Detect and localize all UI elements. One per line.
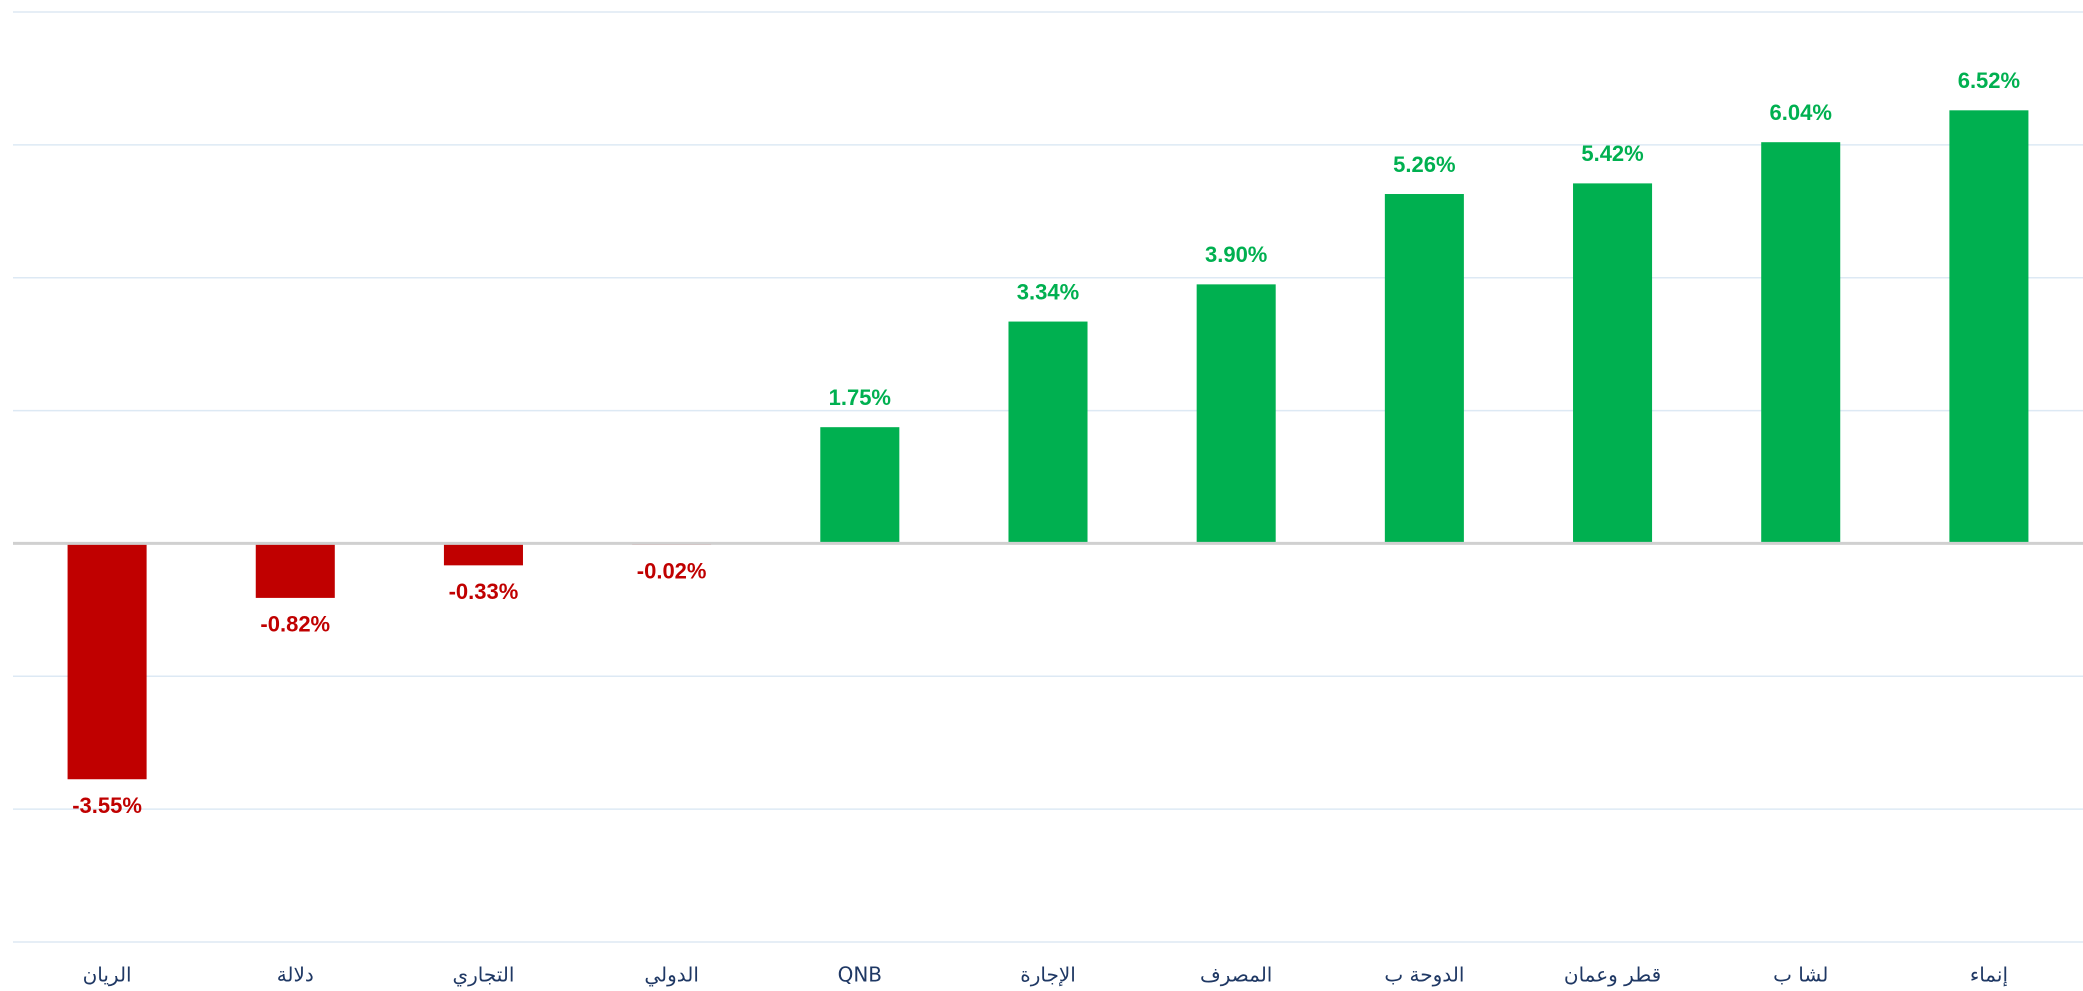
data-label: 5.42% xyxy=(1581,141,1643,166)
x-tick-label: لشا ب xyxy=(1773,963,1828,987)
data-label: 5.26% xyxy=(1393,152,1455,177)
bar xyxy=(820,427,900,544)
data-label: -3.55% xyxy=(72,793,142,818)
x-tick-label: الدولي xyxy=(644,963,699,988)
bar xyxy=(1949,110,2029,544)
data-label: -0.02% xyxy=(637,559,707,584)
data-label: 3.34% xyxy=(1017,279,1079,304)
data-label: 3.90% xyxy=(1205,242,1267,267)
data-label: 6.04% xyxy=(1770,100,1832,125)
x-tick-label: QNB xyxy=(838,963,882,987)
data-label: -0.82% xyxy=(260,612,330,637)
bar xyxy=(67,543,147,780)
x-tick-label: الريان xyxy=(83,963,132,987)
data-label: -0.33% xyxy=(449,579,519,604)
x-tick-label: الإجارة xyxy=(1020,963,1076,987)
bar xyxy=(443,543,523,566)
x-tick-label: التجاري xyxy=(452,963,514,988)
bar xyxy=(1573,183,1653,544)
bar xyxy=(1384,194,1464,544)
bar xyxy=(1196,284,1276,544)
x-tick-label: الدوحة ب xyxy=(1384,963,1464,987)
x-tick-label: دلالة xyxy=(277,963,314,987)
x-tick-label: قطر وعمان xyxy=(1564,963,1661,987)
data-label: 6.52% xyxy=(1958,68,2020,93)
bar xyxy=(1761,142,1841,544)
x-tick-label: إنماء xyxy=(1970,963,2008,988)
bar xyxy=(255,543,335,598)
bar xyxy=(1008,321,1088,544)
data-label: 1.75% xyxy=(829,385,891,410)
x-tick-label: المصرف xyxy=(1200,963,1272,987)
